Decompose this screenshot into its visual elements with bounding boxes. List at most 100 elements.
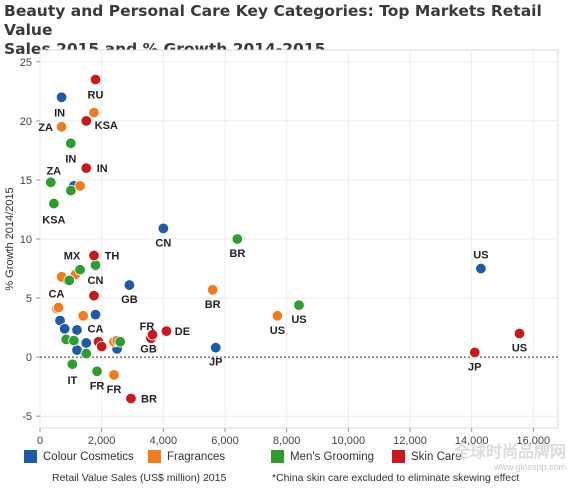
y-tick-label: 25: [20, 57, 32, 69]
data-label: GB: [121, 294, 138, 306]
data-label: CA: [49, 289, 65, 301]
data-label: CN: [155, 237, 171, 249]
data-point-men-s-grooming: [91, 365, 103, 378]
data-label: IN: [54, 107, 65, 119]
legend-swatch: [392, 450, 405, 463]
data-point-skin-care: [469, 346, 481, 359]
data-label: BR: [141, 393, 157, 405]
data-point-skin-care: [95, 340, 108, 353]
legend-item: Colour Cosmetics: [24, 450, 134, 463]
data-point-men-s-grooming: [65, 137, 77, 150]
data-point-colour-cosmetics: [55, 91, 68, 103]
legend-item: Skin Care: [392, 450, 462, 463]
data-label: RU: [88, 90, 104, 102]
data-label: US: [291, 314, 306, 326]
data-label: TH: [105, 251, 120, 263]
data-label: BR: [205, 299, 221, 311]
data-label: ZA: [46, 165, 61, 177]
data-label: US: [270, 325, 285, 337]
data-label: KSA: [95, 120, 118, 132]
data-point-colour-cosmetics: [71, 324, 83, 336]
data-label: IT: [67, 375, 77, 387]
x-tick-label: 14,000: [455, 435, 489, 447]
data-label: DE: [175, 326, 190, 338]
data-point-skin-care: [146, 328, 159, 341]
x-tick-label: 4,000: [150, 435, 178, 447]
data-point-fragrances: [206, 284, 219, 296]
data-point-men-s-grooming: [68, 334, 80, 347]
data-label: FR: [107, 384, 122, 396]
legend-label: Men's Grooming: [290, 450, 375, 463]
legend-label: Fragrances: [167, 450, 226, 463]
chart-legend: Colour Cosmetics Fragrances Men's Grooming…: [24, 450, 564, 466]
data-point-men-s-grooming: [48, 197, 60, 210]
data-point-skin-care: [88, 249, 100, 262]
data-label: IN: [65, 153, 76, 165]
data-label: FR: [90, 380, 105, 392]
legend-swatch: [24, 450, 37, 463]
x-tick-label: 2,000: [88, 435, 116, 447]
legend-swatch: [271, 450, 284, 463]
legend-item: Fragrances: [148, 450, 225, 463]
chart-title-line1: Beauty and Personal Care Key Categories:…: [4, 2, 542, 39]
y-tick-label: 10: [20, 234, 32, 246]
data-point-fragrances: [52, 301, 65, 314]
data-point-fragrances: [88, 106, 100, 119]
data-point-colour-cosmetics: [157, 222, 170, 235]
data-label: JP: [209, 357, 222, 369]
y-axis-label: % Growth 2014/2015: [4, 187, 16, 290]
legend-label: Skin Care: [411, 450, 462, 463]
data-point-skin-care: [513, 327, 526, 340]
x-tick-label: 0: [37, 435, 43, 447]
data-point-skin-care: [125, 392, 137, 405]
data-point-colour-cosmetics: [80, 337, 92, 349]
data-point-skin-care: [88, 290, 100, 302]
data-point-skin-care: [80, 162, 92, 174]
x-tick-label: 10,000: [332, 435, 366, 447]
data-point-colour-cosmetics: [475, 262, 487, 275]
data-point-skin-care: [160, 325, 173, 337]
watermark-line1: 全球时尚品牌网: [453, 444, 566, 461]
data-point-men-s-grooming: [45, 176, 57, 189]
data-label: GB: [140, 344, 157, 356]
x-tick-label: 8,000: [273, 435, 301, 447]
data-point-men-s-grooming: [74, 264, 86, 276]
data-label: BR: [229, 248, 245, 260]
data-label: JP: [468, 361, 481, 373]
watermark: 全球时尚品牌网 www.glosspp.com: [454, 438, 566, 472]
data-label: MX: [64, 251, 81, 263]
data-label: CA: [88, 324, 104, 336]
x-tick-label: 6,000: [211, 435, 239, 447]
data-point-men-s-grooming: [65, 184, 77, 197]
data-label: US: [512, 343, 527, 355]
data-point-men-s-grooming: [66, 358, 79, 370]
data-label: US: [473, 250, 488, 262]
legend-item: Men's Grooming: [271, 450, 374, 463]
data-point-men-s-grooming: [63, 274, 75, 287]
footnote: *China skin care excluded to eliminate s…: [272, 472, 520, 484]
data-label: FR: [140, 321, 155, 333]
x-tick-label: 16,000: [517, 435, 551, 447]
data-point-men-s-grooming: [114, 336, 126, 348]
data-point-fragrances: [108, 369, 120, 381]
y-tick-label: -5: [22, 411, 32, 423]
data-point-men-s-grooming: [80, 347, 92, 360]
data-label: IN: [97, 163, 108, 175]
data-point-men-s-grooming: [293, 299, 305, 311]
y-tick-label: 0: [26, 352, 32, 364]
data-point-men-s-grooming: [231, 233, 244, 245]
data-point-colour-cosmetics: [58, 323, 71, 335]
legend-swatch: [148, 450, 161, 463]
data-point-skin-care: [80, 115, 92, 127]
data-point-fragrances: [77, 310, 89, 322]
data-point-colour-cosmetics: [210, 341, 222, 354]
data-point-colour-cosmetics: [89, 308, 102, 321]
y-tick-label: 20: [20, 116, 32, 128]
x-tick-label: 12,000: [393, 435, 427, 447]
data-point-fragrances: [271, 310, 284, 322]
data-label: CN: [88, 275, 104, 287]
y-tick-label: 5: [26, 293, 32, 305]
data-point-fragrances: [55, 121, 68, 133]
data-label: KSA: [42, 215, 65, 227]
